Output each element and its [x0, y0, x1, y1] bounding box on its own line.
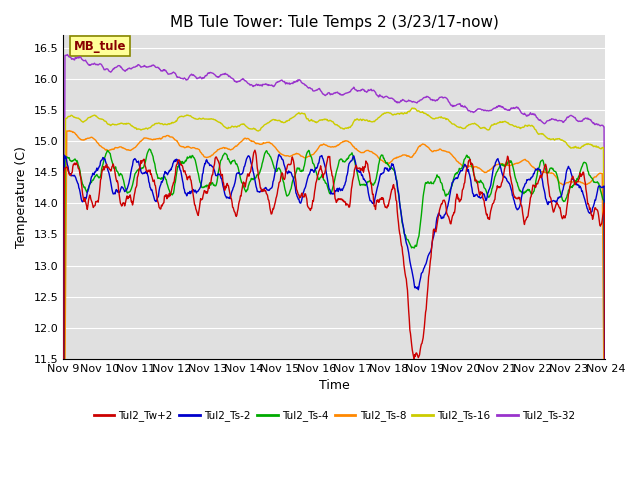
X-axis label: Time: Time — [319, 379, 349, 392]
Text: MB_tule: MB_tule — [74, 40, 127, 53]
Title: MB Tule Tower: Tule Temps 2 (3/23/17-now): MB Tule Tower: Tule Temps 2 (3/23/17-now… — [170, 15, 499, 30]
Legend: Tul2_Tw+2, Tul2_Ts-2, Tul2_Ts-4, Tul2_Ts-8, Tul2_Ts-16, Tul2_Ts-32: Tul2_Tw+2, Tul2_Ts-2, Tul2_Ts-4, Tul2_Ts… — [90, 406, 579, 425]
Y-axis label: Temperature (C): Temperature (C) — [15, 146, 28, 248]
